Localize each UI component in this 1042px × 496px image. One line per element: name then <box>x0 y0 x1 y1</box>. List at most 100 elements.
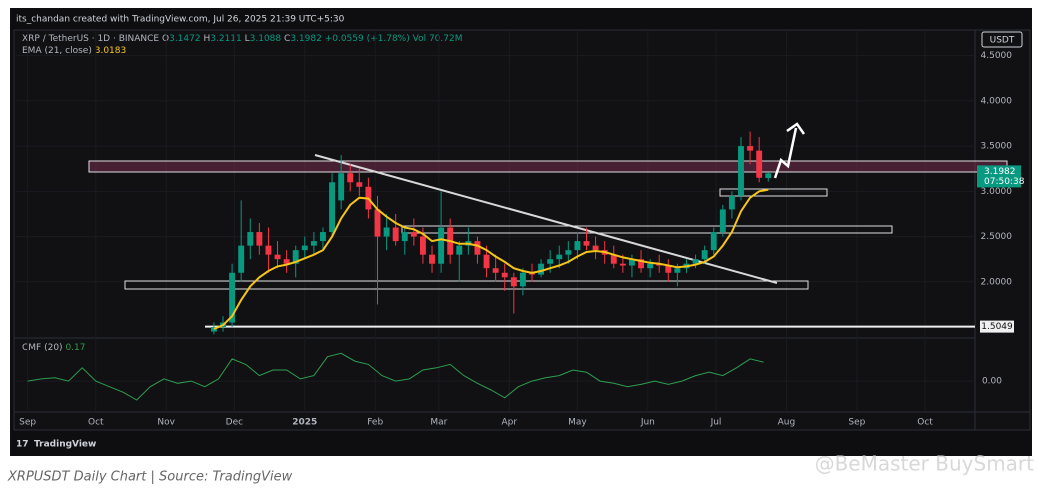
candle-body <box>229 272 236 323</box>
candle-body <box>574 241 581 251</box>
candle-body <box>756 150 763 178</box>
price-line-label: 1.5049 <box>981 322 1013 332</box>
x-tick-label: Jun <box>640 418 655 428</box>
ohlc-label: C <box>284 34 290 44</box>
y-tick-label: 4.0000 <box>981 96 1013 106</box>
ohlc-value: 3.1982 <box>290 34 322 44</box>
candle-body <box>310 241 317 246</box>
ohlc-value: 3.2111 <box>210 34 242 44</box>
candle-body <box>738 146 744 196</box>
candle-body <box>256 232 263 246</box>
x-tick-label: Jul <box>710 418 722 428</box>
candle-body <box>383 227 390 237</box>
candle-body <box>210 327 217 332</box>
x-tick-label: Aug <box>778 418 796 428</box>
candle-body <box>701 250 708 260</box>
candle-body <box>301 245 308 251</box>
candle-body <box>292 250 299 264</box>
x-tick-label: May <box>568 418 587 428</box>
trendline <box>314 154 778 284</box>
candle-body <box>274 254 281 260</box>
candle-body <box>692 259 699 264</box>
candle-body <box>429 254 435 264</box>
logo-mark: 17 <box>16 440 29 450</box>
candle-body <box>247 232 254 246</box>
y-tick-label: 3.0000 <box>981 187 1013 197</box>
symbol: XRP / TetherUS · 1D · BINANCE <box>22 34 159 44</box>
ohlc-label: O <box>162 34 169 44</box>
candle-body <box>438 227 445 264</box>
candle-body <box>665 265 672 273</box>
x-tick-label: Feb <box>367 418 383 428</box>
logo: TradingView <box>34 440 96 450</box>
x-tick-label: Apr <box>501 418 517 428</box>
price-tag <box>977 165 1021 188</box>
price-tag-countdown: 07:50:38 <box>984 177 1025 187</box>
candle-body <box>356 182 363 187</box>
support-zone <box>401 225 893 234</box>
y-tick-label: 2.0000 <box>981 277 1013 287</box>
candle-body <box>628 259 635 266</box>
candle-body <box>538 263 545 275</box>
x-tick-label: Sep <box>19 418 36 428</box>
candle-body <box>338 173 345 201</box>
ohlc-value: 3.1472 <box>169 34 201 44</box>
legend-line: XRP / TetherUS · 1D · BINANCE O3.1472 H3… <box>22 34 462 44</box>
candle-body <box>483 254 490 269</box>
ema-legend: EMA (21, close) 3.0183 <box>22 46 126 56</box>
drawings <box>88 122 1008 290</box>
ohlc-value: 3.1088 <box>250 34 282 44</box>
y-tick-label: 3.5000 <box>981 142 1013 152</box>
chart-panel <box>13 29 1031 431</box>
price-line-tag <box>980 320 1014 333</box>
candle-body <box>510 277 517 287</box>
ohlc-label: L <box>245 34 250 44</box>
currency-box <box>981 31 1023 48</box>
candle-body <box>719 209 726 233</box>
candle-body <box>392 227 399 242</box>
candle-body <box>583 241 590 246</box>
candle-body <box>374 209 381 237</box>
x-tick-label: Oct <box>917 418 933 428</box>
candle-body <box>492 268 499 273</box>
caption: XRPUSDT Daily Chart | Source: TradingVie… <box>7 470 293 485</box>
candle-body <box>710 232 717 251</box>
candle-body <box>565 250 572 255</box>
change: +0.0559 (+1.78%) <box>325 34 410 44</box>
candle-body <box>519 272 526 287</box>
candle-body <box>347 173 354 183</box>
y-tick-label: 4.5000 <box>981 51 1013 61</box>
x-tick-label: Mar <box>430 418 447 428</box>
cmf-value: 0.17 <box>65 343 85 353</box>
candle-body <box>238 245 245 273</box>
candle-body <box>456 245 463 255</box>
x-tick-label: 2025 <box>292 418 317 428</box>
ohlc-label: H <box>203 34 210 44</box>
candle-body <box>765 173 772 179</box>
ema-name: EMA (21, close) <box>22 46 92 56</box>
candle-body <box>547 259 554 264</box>
candle-body <box>283 259 290 264</box>
currency: USDT <box>990 36 1015 46</box>
support-zone <box>124 280 809 290</box>
candle-body <box>728 195 735 210</box>
candle-body <box>556 254 563 260</box>
candle-body <box>419 236 426 255</box>
candle-body <box>265 245 272 255</box>
support-zone <box>719 188 828 197</box>
candle-body <box>410 232 417 237</box>
price-tag-value: 3.1982 <box>984 167 1016 177</box>
candle-body <box>674 268 681 273</box>
watermark: @BeMaster BuySmart <box>815 452 1035 476</box>
cmf-name: CMF (20) <box>22 343 63 353</box>
candle-body <box>747 146 754 151</box>
x-tick-label: Sep <box>848 418 865 428</box>
candle-body <box>619 263 626 266</box>
header: its_chandan created with TradingView.com… <box>16 15 345 25</box>
x-tick-label: Dec <box>226 418 243 428</box>
candle-body <box>592 245 599 251</box>
candle-body <box>501 272 508 278</box>
resistance-zone <box>88 160 1008 173</box>
x-tick-label: Nov <box>157 418 175 428</box>
